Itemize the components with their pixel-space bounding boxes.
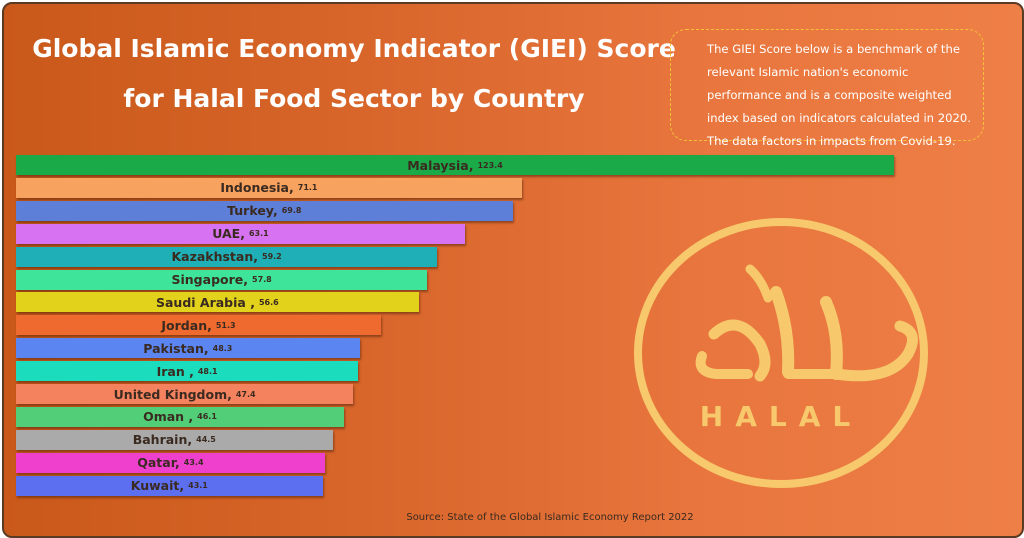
bar-oman: Oman , 46.1 xyxy=(16,406,344,427)
bar-indonesia: Indonesia, 71.1 xyxy=(16,177,522,198)
bar-label: Turkey, xyxy=(227,203,278,219)
bar-jordan: Jordan, 51.3 xyxy=(16,315,381,336)
bar-label: Pakistan, xyxy=(143,340,209,356)
bar-label: Kuwait, xyxy=(130,478,185,494)
chart-title-line2: for Halal Food Sector by Country xyxy=(123,84,585,113)
bar-label: UAE, xyxy=(212,226,245,242)
bar-value: 71.1 xyxy=(297,183,318,193)
bar-value: 47.4 xyxy=(235,389,256,399)
logo-text: HALAL xyxy=(700,400,862,433)
bar-label: Iran , xyxy=(156,363,194,379)
bar-label: Oman , xyxy=(143,409,194,425)
halal-logo-icon: HALAL xyxy=(634,218,928,488)
bar-value: 123.4 xyxy=(477,160,503,170)
bar-label: United Kingdom, xyxy=(113,386,232,402)
bar-saudi-arabia: Saudi Arabia , 56.6 xyxy=(16,292,419,313)
bar-kazakhstan: Kazakhstan, 59.2 xyxy=(16,246,438,267)
note-box: The GIEI Score below is a benchmark of t… xyxy=(670,29,984,148)
bar-united-kingdom: United Kingdom, 47.4 xyxy=(16,384,354,404)
bar-singapore: Singapore, 57.8 xyxy=(16,269,428,290)
bar-kuwait: Kuwait, 43.1 xyxy=(16,475,323,496)
bar-value: 69.8 xyxy=(281,206,302,216)
bar-label: Saudi Arabia , xyxy=(155,294,255,310)
bar-malaysia: Malaysia, 123.4 xyxy=(16,155,894,175)
bar-value: 43.1 xyxy=(188,481,208,491)
bar-label: Malaysia, xyxy=(407,157,474,173)
bar-label: Qatar, xyxy=(137,455,180,471)
bar-turkey: Turkey, 69.8 xyxy=(16,200,513,221)
bar-uae: UAE, 63.1 xyxy=(16,223,465,244)
bar-bahrain: Bahrain, 44.5 xyxy=(16,429,333,450)
bar-value: 59.2 xyxy=(262,252,282,262)
bar-value: 63.1 xyxy=(248,229,269,239)
chart-title-line1: Global Islamic Economy Indicator (GIEI) … xyxy=(32,34,676,63)
bar-value: 57.8 xyxy=(252,275,272,284)
bar-qatar: Qatar, 43.4 xyxy=(16,452,325,473)
bar-label: Jordan, xyxy=(161,317,212,333)
bar-label: Singapore, xyxy=(171,272,249,287)
bar-value: 56.6 xyxy=(258,297,279,307)
bar-label: Indonesia, xyxy=(220,180,294,196)
bar-value: 44.5 xyxy=(196,435,216,445)
bar-value: 46.1 xyxy=(197,412,217,422)
bar-value: 48.1 xyxy=(197,366,218,376)
bar-label: Bahrain, xyxy=(132,432,193,448)
bar-iran: Iran , 48.1 xyxy=(16,361,359,382)
bar-value: 48.3 xyxy=(212,343,233,353)
bar-value: 43.4 xyxy=(183,458,204,468)
bar-label: Kazakhstan, xyxy=(171,249,258,265)
bar-pakistan: Pakistan, 48.3 xyxy=(16,338,360,359)
source-note: Source: State of the Global Islamic Econ… xyxy=(406,512,694,523)
bar-value: 51.3 xyxy=(215,320,236,330)
